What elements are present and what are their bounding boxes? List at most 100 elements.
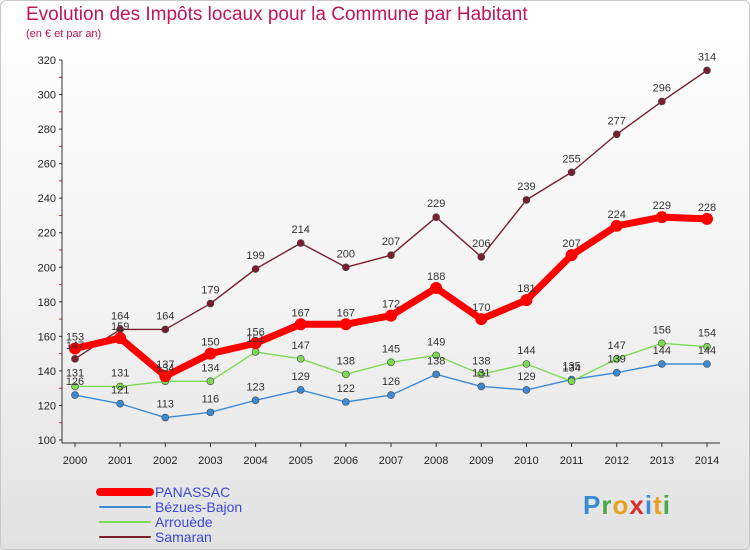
x-tick-label: 2007	[379, 455, 403, 467]
data-label: 134	[562, 362, 580, 374]
data-label: 229	[653, 200, 671, 212]
y-tick-label: 300	[38, 90, 56, 102]
data-label: 134	[201, 362, 219, 374]
data-point	[703, 342, 711, 351]
data-label: 126	[382, 376, 400, 388]
data-label: 207	[382, 236, 400, 248]
data-point	[522, 386, 531, 394]
data-point	[430, 282, 443, 294]
data-label: 131	[472, 367, 490, 379]
y-tick-label: 100	[38, 435, 56, 447]
data-label: 147	[292, 340, 310, 352]
data-point	[432, 370, 440, 379]
y-tick-label: 280	[38, 124, 56, 136]
data-label: 164	[111, 310, 129, 322]
data-point	[567, 377, 576, 386]
y-tick-label: 220	[38, 228, 56, 240]
data-point	[342, 263, 350, 272]
data-label: 147	[608, 340, 626, 352]
data-label: 167	[337, 307, 355, 319]
data-point	[206, 299, 215, 308]
data-label: 277	[608, 115, 626, 127]
data-label: 156	[246, 326, 264, 338]
data-point	[296, 386, 305, 394]
data-point	[159, 370, 172, 383]
data-point	[339, 318, 352, 331]
chart-title: Evolution des Impôts locaux pour la Comm…	[26, 4, 528, 25]
x-tick-label: 2006	[334, 455, 358, 467]
data-point	[114, 332, 127, 345]
data-label: 145	[382, 343, 400, 355]
data-label: 116	[202, 393, 220, 405]
data-label: 206	[472, 238, 490, 250]
data-point	[385, 309, 397, 322]
x-tick-label: 2004	[243, 455, 267, 467]
data-point	[475, 313, 488, 326]
data-point	[655, 211, 668, 224]
data-label: 181	[517, 283, 535, 295]
data-label: 255	[562, 153, 580, 165]
data-point	[249, 337, 262, 350]
data-point	[204, 347, 217, 360]
data-label: 167	[292, 307, 310, 319]
data-label: 199	[246, 250, 264, 262]
data-point	[477, 370, 486, 379]
data-label: 135	[562, 361, 580, 373]
data-point	[296, 355, 305, 363]
data-label: 144	[517, 345, 535, 357]
data-point	[387, 358, 395, 367]
data-label: 129	[292, 371, 310, 383]
data-label: 153	[66, 331, 84, 343]
data-point	[161, 325, 170, 334]
data-point	[612, 130, 621, 139]
data-label: 179	[201, 285, 219, 297]
x-tick-label: 2014	[695, 455, 719, 467]
data-point	[567, 168, 576, 177]
data-point	[71, 391, 79, 399]
data-point	[520, 294, 533, 307]
data-point	[116, 399, 124, 408]
data-label: 138	[427, 355, 445, 367]
data-point	[71, 382, 79, 391]
data-label: 170	[472, 302, 490, 314]
data-label: 200	[337, 248, 355, 260]
data-point	[522, 196, 531, 204]
data-label: 144	[698, 345, 716, 357]
data-point	[610, 219, 623, 232]
data-point	[387, 251, 395, 259]
x-tick-label: 2002	[153, 455, 177, 467]
y-tick-label: 120	[38, 400, 56, 412]
data-label: 156	[653, 324, 671, 336]
data-point	[251, 396, 260, 405]
data-point	[294, 318, 307, 331]
data-point	[701, 212, 713, 225]
x-tick-label: 2008	[424, 455, 448, 467]
data-point	[477, 253, 486, 261]
data-point	[703, 66, 711, 75]
x-tick-label: 2003	[198, 455, 222, 467]
data-point	[161, 413, 170, 422]
data-label: 129	[517, 371, 535, 383]
chart-subtitle: (en € et par an)	[26, 28, 102, 40]
data-label: 172	[382, 299, 400, 311]
data-label: 137	[156, 359, 174, 371]
data-point	[342, 370, 350, 379]
y-tick-label: 160	[38, 331, 56, 343]
x-tick-label: 2001	[108, 455, 132, 467]
data-point	[703, 360, 711, 368]
data-label: 224	[608, 209, 626, 221]
x-tick-label: 2009	[469, 455, 493, 467]
data-point	[477, 382, 486, 391]
data-point	[206, 408, 215, 417]
data-point	[612, 368, 621, 377]
data-label: 150	[201, 337, 219, 349]
data-label: 151	[246, 333, 264, 345]
data-label: 214	[292, 224, 310, 236]
data-label: 296	[653, 82, 671, 94]
legend-label: Arrouède	[155, 514, 213, 530]
data-label: 131	[111, 367, 129, 379]
data-label: 147	[66, 340, 84, 352]
data-point	[658, 339, 666, 348]
x-tick-label: 2005	[288, 455, 312, 467]
x-tick-label: 2013	[650, 455, 674, 467]
